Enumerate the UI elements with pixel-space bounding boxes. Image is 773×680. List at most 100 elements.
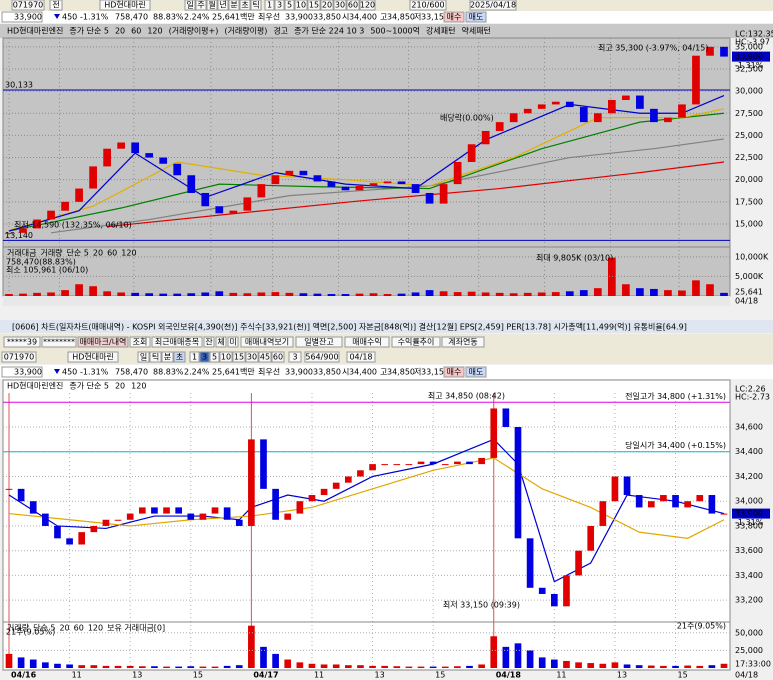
interval-button-box[interactable] <box>189 351 200 363</box>
interval-button[interactable]: 10 <box>221 353 231 362</box>
order-toolbar-button-box[interactable] <box>441 336 485 348</box>
order-toolbar-button-box[interactable] <box>240 336 294 348</box>
stock-name[interactable]: HD현대마린 <box>104 0 146 10</box>
interval-button-box[interactable] <box>320 0 334 11</box>
interval-button[interactable]: 60 <box>348 1 358 10</box>
period-button[interactable]: 초 <box>176 353 183 362</box>
interval-button-box[interactable] <box>307 0 321 11</box>
period-button-box[interactable] <box>161 351 174 363</box>
order-toolbar-button[interactable]: 미 <box>229 338 236 347</box>
period-button[interactable]: 년 <box>219 0 226 10</box>
interval-button-box[interactable] <box>359 0 376 11</box>
interval-button[interactable]: 3 <box>202 353 207 362</box>
legend-item[interactable]: (거래량이평+) <box>169 26 219 36</box>
order-toolbar-button[interactable]: 계좌연동 <box>448 337 477 347</box>
period-button[interactable]: 틱 <box>152 352 159 362</box>
interval-button[interactable]: 60 <box>273 353 283 362</box>
order-toolbar-button[interactable]: 매매마크/내역 <box>80 337 127 347</box>
interval-button-box[interactable] <box>258 351 272 363</box>
legend-item[interactable]: (거래량이평) <box>224 26 267 36</box>
bar-count[interactable]: 564/900 <box>305 353 338 362</box>
legend-item[interactable]: 120 <box>131 382 146 391</box>
interval-button-box[interactable] <box>264 0 275 11</box>
period-button[interactable]: 초 <box>241 1 248 10</box>
prev-button-box[interactable] <box>49 0 63 11</box>
buy-button[interactable]: 매수 <box>447 368 462 377</box>
period-button-box[interactable] <box>184 0 196 11</box>
period-button-box[interactable] <box>217 0 229 11</box>
legend-item[interactable]: 종가 단순 5 <box>69 26 109 36</box>
period-button[interactable]: 분 <box>164 353 171 362</box>
interval-button-box[interactable] <box>346 0 360 11</box>
order-toolbar-button-box[interactable] <box>41 336 77 348</box>
interval-button[interactable]: 30 <box>247 353 257 362</box>
interval-button[interactable]: 1 <box>192 353 197 362</box>
sell-button[interactable]: 매도 <box>469 13 484 22</box>
unit-select-box[interactable] <box>288 351 302 363</box>
order-toolbar-button-box[interactable] <box>227 336 239 348</box>
legend-item[interactable]: 20 <box>115 27 125 36</box>
order-toolbar-button-box[interactable] <box>151 336 203 348</box>
period-button-box[interactable] <box>239 0 251 11</box>
buy-button[interactable]: 매수 <box>447 13 462 22</box>
order-toolbar-button-box[interactable] <box>3 336 41 348</box>
period-button-box[interactable] <box>250 0 262 11</box>
interval-button-box[interactable] <box>199 351 210 363</box>
legend-item[interactable]: 강세패턴 <box>426 26 455 36</box>
interval-button[interactable]: 20 <box>322 1 332 10</box>
order-toolbar-button-box[interactable] <box>215 336 227 348</box>
buy-button-box[interactable] <box>443 11 465 23</box>
order-toolbar-button-box[interactable] <box>203 336 215 348</box>
interval-button[interactable]: 1 <box>267 1 272 10</box>
period-button-box[interactable] <box>195 0 207 11</box>
order-toolbar-button-box[interactable] <box>129 336 151 348</box>
bar-count[interactable]: 210/600 <box>411 1 444 10</box>
period-button[interactable]: 틱 <box>252 0 259 10</box>
period-button[interactable]: 일 <box>140 353 147 362</box>
interval-button[interactable]: 30 <box>335 1 345 10</box>
interval-button-box[interactable] <box>294 0 308 11</box>
interval-button-box[interactable] <box>271 351 285 363</box>
interval-button[interactable]: 45 <box>260 353 270 362</box>
sell-button[interactable]: 매도 <box>469 368 484 377</box>
interval-button-box[interactable] <box>274 0 285 11</box>
period-button-box[interactable] <box>173 351 186 363</box>
interval-button-box[interactable] <box>245 351 259 363</box>
interval-button-box[interactable] <box>284 0 295 11</box>
date-input[interactable]: 04/18 <box>349 353 372 362</box>
order-toolbar-button[interactable]: 체 <box>217 337 224 347</box>
period-button[interactable]: 분 <box>230 1 237 10</box>
order-toolbar-button-box[interactable] <box>295 336 343 348</box>
legend-item[interactable]: HD현대마린엔진 <box>7 26 63 36</box>
stock-code-box[interactable] <box>11 0 45 11</box>
order-toolbar-button-box[interactable] <box>77 336 129 348</box>
legend-item[interactable]: 120 <box>147 27 162 36</box>
bar-count-box[interactable] <box>409 0 447 11</box>
period-button-box[interactable] <box>228 0 240 11</box>
order-toolbar-button-box[interactable] <box>391 336 441 348</box>
order-toolbar-button[interactable]: 최근매매종목 <box>155 337 199 347</box>
order-toolbar-button[interactable]: ******** <box>43 338 75 347</box>
interval-button-box[interactable] <box>209 351 220 363</box>
period-button[interactable]: 월 <box>208 0 215 10</box>
period-button-box[interactable] <box>149 351 162 363</box>
stock-code[interactable]: 071970 <box>13 1 44 10</box>
legend-item[interactable]: 20 <box>115 382 125 391</box>
order-toolbar-button[interactable]: 매매수익 <box>352 337 381 347</box>
legend-item[interactable]: 경고 <box>273 26 288 36</box>
period-button-box[interactable] <box>206 0 218 11</box>
stock-name-box[interactable] <box>67 351 119 363</box>
period-button-box[interactable] <box>137 351 150 363</box>
order-toolbar-button[interactable]: 매매내역보기 <box>245 337 289 347</box>
interval-button[interactable]: 5 <box>287 1 292 10</box>
stock-code[interactable]: 071970 <box>4 353 35 362</box>
sell-button-box[interactable] <box>465 366 487 378</box>
period-button[interactable]: 일 <box>186 1 193 10</box>
interval-button-box[interactable] <box>333 0 347 11</box>
sell-button-box[interactable] <box>465 11 487 23</box>
legend-item[interactable]: 약세패턴 <box>461 26 490 36</box>
order-toolbar-button-box[interactable] <box>344 336 390 348</box>
bar-count-box[interactable] <box>304 351 340 363</box>
order-toolbar-button[interactable]: 수익률추이 <box>398 337 435 347</box>
stock-code-box[interactable] <box>1 351 37 363</box>
